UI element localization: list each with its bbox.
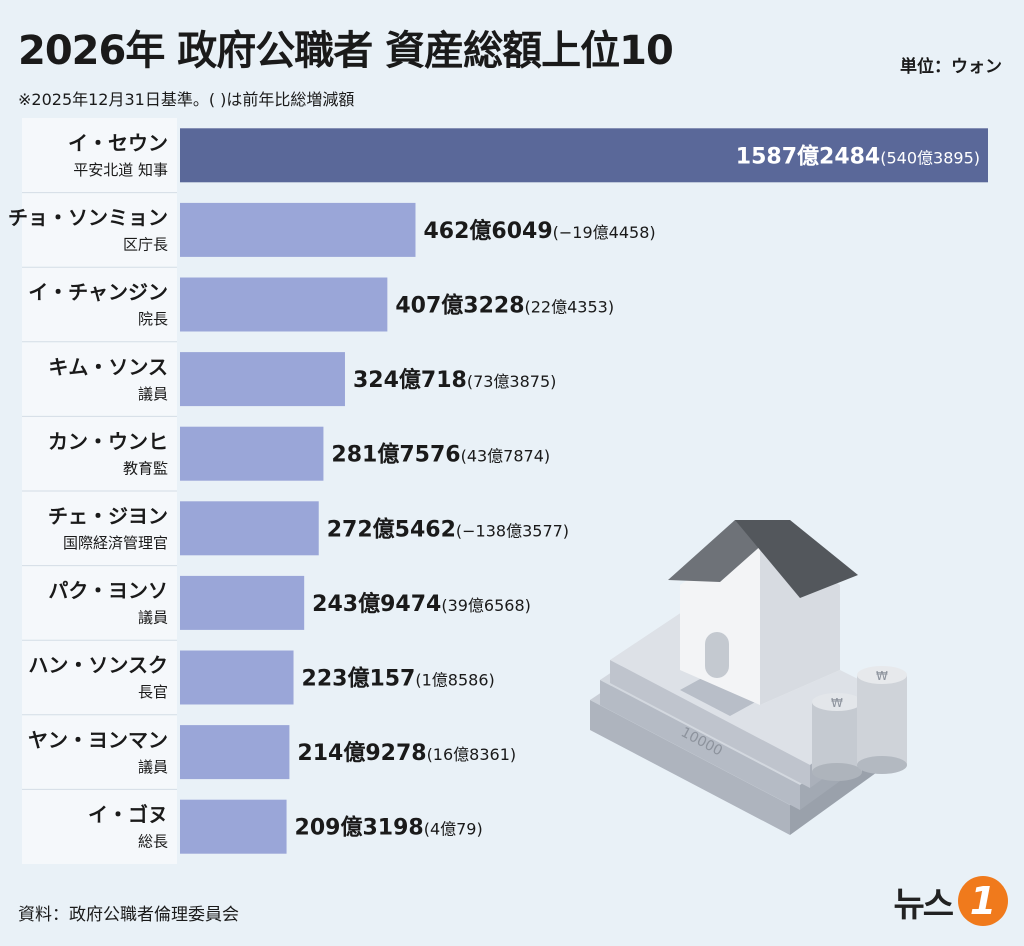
value-label: 209億3198(4億79) [295, 815, 483, 841]
person-position: 院長 [138, 310, 168, 328]
person-position: 区庁長 [123, 236, 168, 254]
svg-text:₩: ₩ [831, 696, 843, 710]
bar-9 [180, 725, 290, 780]
person-position: 国際経済管理官 [63, 534, 168, 552]
value-label: 1587億2484(540億3895) [736, 143, 980, 169]
value-label: 223億157(1億8586) [302, 666, 495, 692]
person-position: 総長 [138, 832, 168, 850]
bar-10 [180, 799, 287, 854]
value-change: (43億7874) [461, 447, 551, 466]
house-icon [668, 520, 858, 705]
bar-5 [180, 426, 324, 481]
news1-logo[interactable]: 뉴스 1 [893, 876, 1008, 926]
value-change: (39億6568) [441, 596, 531, 615]
bar-4 [180, 352, 345, 407]
coin-stack-icon: ₩ ₩ [812, 666, 907, 781]
person-name: イ・チャンジン [28, 280, 168, 304]
bar-1 [180, 128, 988, 183]
person-name: チェ・ジヨン [48, 504, 168, 528]
value-change: (16億8361) [427, 745, 517, 764]
bar-2 [180, 202, 416, 257]
value-change: (73億3875) [467, 372, 557, 391]
value-label: 243億9474(39億6568) [312, 591, 531, 617]
value-main: 407億3228 [395, 293, 524, 319]
logo-text: 뉴스 [893, 884, 954, 925]
house-money-illustration: 10000 ₩ ₩ [590, 520, 907, 835]
person-name: イ・セウン [68, 131, 168, 155]
svg-text:₩: ₩ [876, 669, 888, 683]
bar-3 [180, 277, 388, 332]
value-label: 407億3228(22億4353) [395, 293, 614, 319]
person-name: パク・ヨンソ [48, 579, 168, 603]
value-main: 223億157 [302, 666, 416, 692]
value-change: (22億4353) [525, 298, 615, 317]
value-change: (−19億4458) [553, 223, 656, 242]
person-position: 議員 [138, 609, 168, 627]
person-position: 平安北道 知事 [73, 161, 168, 179]
value-main: 1587億2484 [736, 143, 880, 169]
person-position: 教育監 [123, 459, 168, 477]
value-label: 281億7576(43億7874) [331, 442, 550, 468]
person-position: 長官 [138, 683, 168, 701]
value-label: 462億6049(−19億4458) [423, 218, 655, 244]
chart-title: 2026年 政府公職者 資産総額上位10 [18, 28, 674, 74]
bar-8 [180, 650, 294, 705]
value-main: 324億718 [353, 367, 467, 393]
value-main: 243億9474 [312, 591, 441, 617]
value-label: 272億5462(−138億3577) [327, 516, 569, 542]
person-position: 議員 [138, 758, 168, 776]
value-main: 462億6049 [423, 218, 552, 244]
value-label: 214億9278(16億8361) [297, 740, 516, 766]
value-main: 214億9278 [297, 740, 426, 766]
bar-6 [180, 501, 319, 556]
person-position: 議員 [138, 385, 168, 403]
value-change: (540億3895) [880, 148, 980, 167]
person-name: ハン・ソンスク [28, 653, 168, 677]
value-main: 281億7576 [331, 442, 460, 468]
chart-note: ※2025年12月31日基準。( )は前年比総増減額 [18, 90, 355, 109]
value-change: (4億79) [424, 820, 483, 839]
value-change: (1億8586) [415, 671, 494, 690]
person-name: カン・ウンヒ [48, 429, 168, 453]
value-main: 209億3198 [295, 815, 424, 841]
person-name: チョ・ソンミョン [8, 206, 168, 230]
value-change: (−138億3577) [456, 521, 569, 540]
value-main: 272億5462 [327, 516, 456, 542]
logo-badge: 1 [958, 876, 1008, 926]
value-label: 324億718(73億3875) [353, 367, 556, 393]
person-name: キム・ソンス [48, 355, 168, 379]
person-name: イ・ゴヌ [88, 802, 168, 826]
unit-label: 単位：ウォン [900, 57, 1002, 77]
person-name: ヤン・ヨンマン [28, 728, 168, 752]
source-note: 資料：政府公職者倫理委員会 [18, 905, 239, 925]
bar-7 [180, 575, 305, 630]
